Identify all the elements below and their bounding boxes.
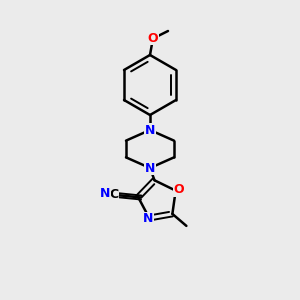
Text: N: N [100, 187, 110, 200]
Text: O: O [148, 32, 158, 44]
Text: C: C [110, 188, 119, 201]
Text: O: O [173, 183, 184, 196]
Text: N: N [145, 161, 155, 175]
Text: N: N [143, 212, 153, 226]
Text: N: N [145, 124, 155, 136]
Text: N: N [145, 124, 155, 136]
